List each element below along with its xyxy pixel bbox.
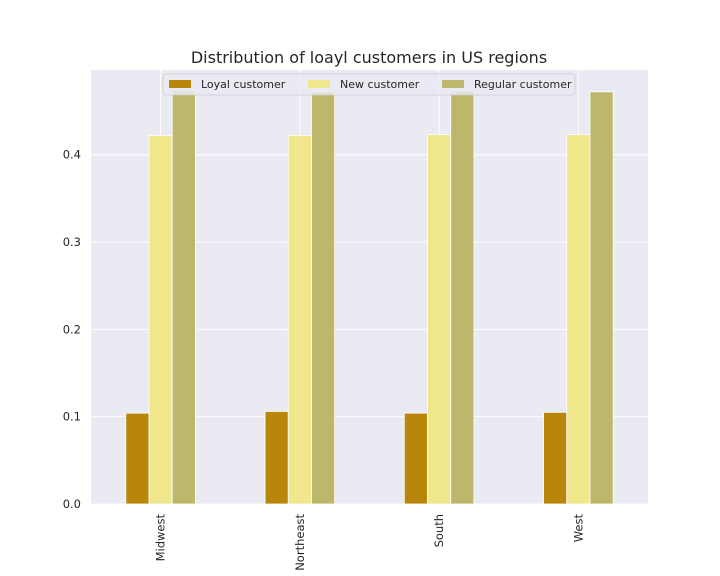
bar-new-customer-west <box>566 134 591 505</box>
legend-label: New customer <box>340 78 420 91</box>
legend-box <box>162 73 576 96</box>
legend-label: Loyal customer <box>201 78 286 91</box>
legend-swatch <box>442 80 464 88</box>
y-tick-label: 0.1 <box>63 410 81 424</box>
bars <box>125 89 614 505</box>
x-tick-label: Northeast <box>293 514 307 571</box>
bar-new-customer-south <box>427 134 452 505</box>
y-tick-label: 0.3 <box>63 235 81 249</box>
y-tick-label: 0.4 <box>63 148 81 162</box>
x-tick-label: Midwest <box>154 514 168 562</box>
bar-regular-customer-northeast <box>311 91 336 505</box>
legend-swatch <box>169 80 191 88</box>
x-tick-label: West <box>571 514 585 543</box>
y-tick-label: 0.0 <box>63 497 81 511</box>
bar-regular-customer-south <box>450 90 475 505</box>
legend: Loyal customer New customer Regular custom… <box>162 73 576 96</box>
y-axis: 0.0 0.1 0.2 0.3 0.4 <box>63 148 81 511</box>
bar-regular-customer-west <box>589 91 614 505</box>
bar-new-customer-northeast <box>287 135 312 505</box>
x-axis: Midwest Northeast South West <box>154 514 586 571</box>
y-tick-label: 0.2 <box>63 322 81 336</box>
legend-label: Regular customer <box>474 78 572 91</box>
bar-regular-customer-midwest <box>171 89 196 505</box>
chart-title: Distribution of loayl customers in US re… <box>191 48 547 67</box>
bar-loyal-customer-west <box>543 411 568 505</box>
x-tick-label: South <box>432 514 446 547</box>
bar-loyal-customer-south <box>403 412 428 505</box>
bar-loyal-customer-midwest <box>125 412 150 505</box>
bar-loyal-customer-northeast <box>264 411 289 505</box>
bar-new-customer-midwest <box>148 135 173 505</box>
legend-swatch <box>308 80 330 88</box>
